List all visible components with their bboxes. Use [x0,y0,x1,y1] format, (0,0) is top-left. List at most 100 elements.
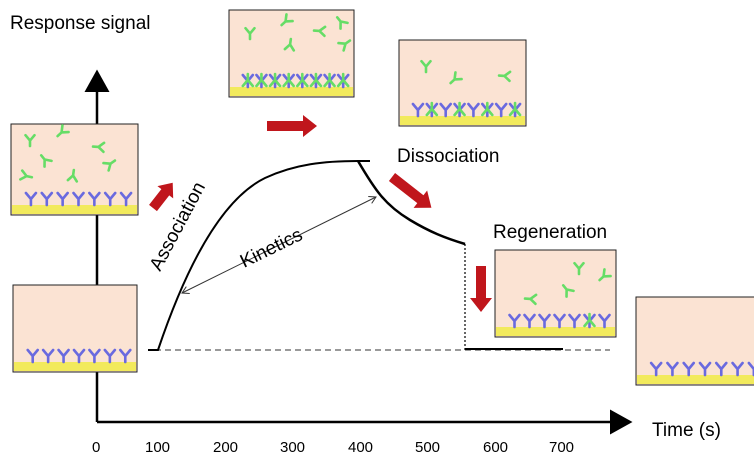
x-axis-label: Time (s) [652,420,721,441]
receptor-icon [41,348,55,364]
receptor-icon [119,191,133,207]
bound-analyte-icon [508,101,522,117]
receptor-icon [88,348,101,364]
analyte-group [102,159,117,172]
sensorgram-curve [148,160,370,351]
receptor-icon [103,348,117,364]
analyte-group [420,59,432,74]
analyte-group [573,261,585,276]
panel-background [494,249,617,338]
arrow-to-dissociation [388,173,432,208]
analyte-group [91,141,106,154]
panel-regeneration [494,249,617,338]
analyte-group [337,39,352,52]
bound-analyte-icon [268,72,282,88]
bound-analyte-icon [282,72,295,88]
analyte-icon [39,154,53,168]
analyte-group [19,169,34,181]
association-label: Association [146,179,210,275]
analyte-icon [420,59,432,74]
sensor-surface [12,205,137,214]
y-axis-label: Response signal [10,13,150,34]
analyte-icon [244,26,256,41]
analyte-icon [56,124,70,138]
panel-association [10,123,139,216]
x-tick-labels: 0 100 200 300 400 500 600 700 [92,439,574,456]
analyte-group [280,13,294,27]
x-tick-label: 0 [92,439,100,456]
analyte-group [39,154,53,168]
receptor-icon [649,361,663,377]
bound-analyte-icon [309,72,323,88]
arrow-to-regeneration [470,266,492,312]
receptor-icon [72,348,86,364]
analyte-icon [280,13,294,27]
receptor-icon [56,191,69,207]
receptor-icon [467,102,480,118]
x-tick-label: 500 [415,439,440,456]
bound-analyte-icon [336,72,350,88]
receptor-icon [553,313,566,329]
receptor-icon [72,191,85,207]
panel-dissociation [398,39,527,127]
analyte-icon [102,159,117,172]
bound-analyte-icon [453,101,466,117]
kinetics-label: Kinetics [237,224,306,272]
sensor-surface [400,116,525,125]
surface-panels [10,9,754,386]
analyte-group [449,71,463,85]
dissociation-label: Dissociation [397,146,499,167]
analyte-group [523,293,538,306]
x-tick-label: 100 [145,439,170,456]
receptor-icon [523,313,536,329]
analyte-icon [497,70,512,83]
receptor-icon [568,313,581,329]
kinetics-arrow [182,197,376,293]
receptor-icon [40,191,54,207]
receptor-icon [494,102,508,118]
arrow-to-saturation [267,115,317,137]
receptor-icon [682,361,696,377]
x-tick-label: 300 [280,439,305,456]
analyte-group [283,37,296,52]
analyte-icon [283,37,296,52]
analyte-group [561,284,575,298]
receptor-icon [538,313,551,329]
x-tick-label: 400 [348,439,373,456]
receptor-icon [103,191,117,207]
analyte-group [244,26,256,41]
sensor-surface [637,375,754,384]
analyte-icon [598,268,612,282]
arrow-to-association [149,182,174,212]
analyte-icon [312,25,327,38]
regeneration-label: Regeneration [493,222,607,243]
analyte-group [24,133,36,148]
analyte-icon [449,71,463,85]
receptor-icon [24,191,38,207]
analyte-icon [561,284,575,298]
sensor-surface [496,327,615,336]
receptor-icon [118,348,132,364]
bound-analyte-icon [296,72,309,88]
receptor-icon [714,361,728,377]
receptor-icon [666,361,679,377]
analyte-icon [19,169,34,181]
x-tick-label: 200 [213,439,238,456]
receptor-icon [411,102,425,118]
receptor-icon [57,348,70,364]
receptor-icon [508,313,521,329]
sensor-surface [14,362,136,371]
bound-analyte-icon [481,101,494,117]
analyte-group [497,70,512,83]
analyte-group [312,25,327,38]
analyte-group [56,124,70,138]
receptor-icon [26,348,40,364]
sensor-surface [230,87,353,96]
analyte-group [335,16,349,30]
bound-analyte-icon [425,101,439,117]
dissociation-curve [356,160,466,246]
panel-saturation [228,9,355,98]
receptor-icon [439,102,452,118]
analyte-icon [335,16,349,30]
panel-final [635,296,754,386]
